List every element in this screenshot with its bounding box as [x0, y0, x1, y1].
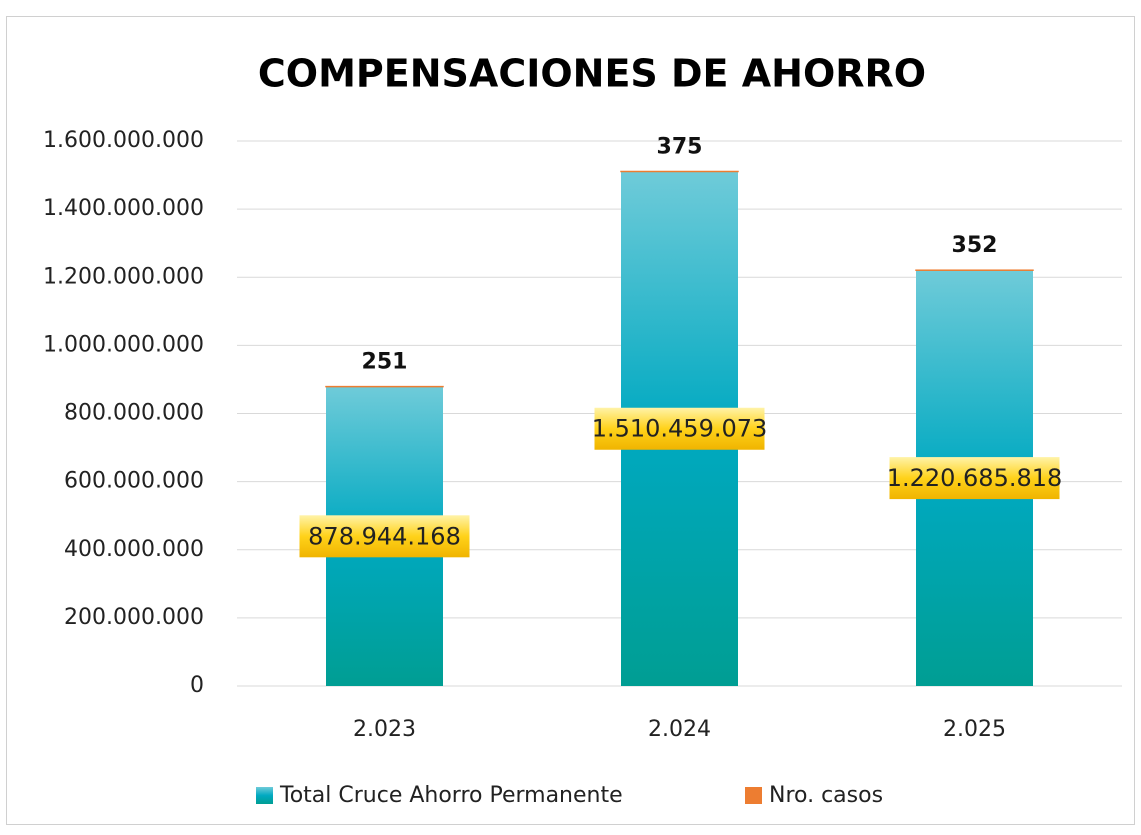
- y-tick-label: 1.600.000.000: [43, 128, 204, 153]
- y-tick-label: 1.200.000.000: [43, 264, 204, 289]
- x-tick-label: 2.023: [353, 717, 416, 742]
- legend-label: Nro. casos: [769, 783, 883, 808]
- data-label: 1.510.459.073: [592, 415, 768, 443]
- data-label: 375: [657, 134, 703, 159]
- y-tick-label: 400.000.000: [64, 537, 204, 562]
- data-label: 251: [362, 350, 408, 375]
- y-tick-label: 1.400.000.000: [43, 196, 204, 221]
- y-tick-label: 600.000.000: [64, 469, 204, 494]
- data-label: 352: [952, 233, 998, 258]
- legend-swatch: [256, 787, 273, 804]
- data-label: 878.944.168: [308, 522, 461, 550]
- y-tick-label: 0: [190, 673, 204, 698]
- data-label: 1.220.685.818: [887, 464, 1063, 492]
- chart-title: COMPENSACIONES DE AHORRO: [258, 52, 926, 96]
- legend-label: Total Cruce Ahorro Permanente: [279, 783, 623, 808]
- y-tick-label: 800.000.000: [64, 401, 204, 426]
- legend-swatch: [745, 787, 762, 804]
- y-tick-label: 200.000.000: [64, 605, 204, 630]
- x-tick-label: 2.024: [648, 717, 711, 742]
- x-tick-label: 2.025: [943, 717, 1006, 742]
- y-tick-label: 1.000.000.000: [43, 332, 204, 357]
